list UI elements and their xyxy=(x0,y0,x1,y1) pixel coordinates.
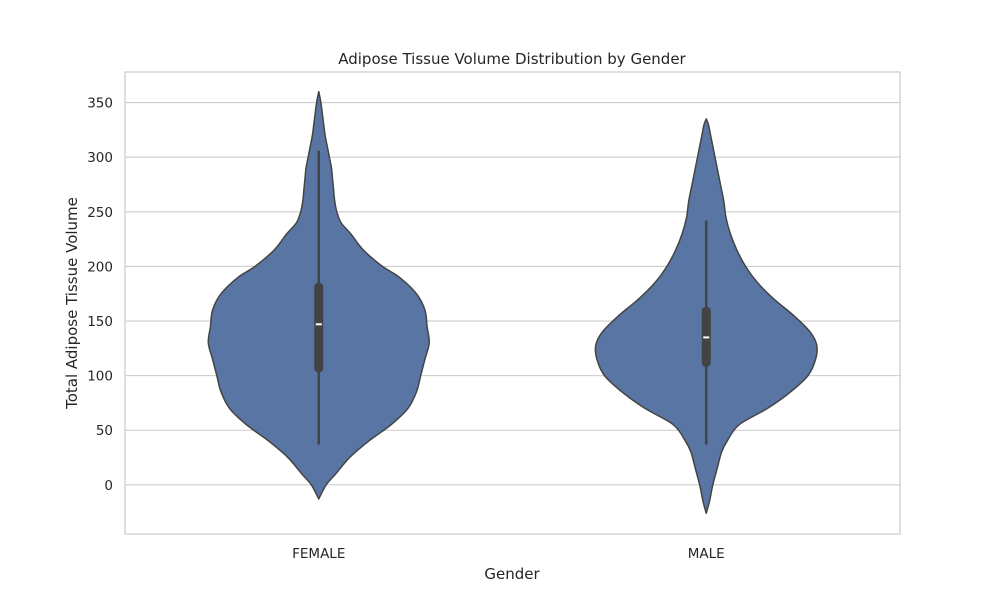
violins xyxy=(207,90,818,514)
iqr-box xyxy=(314,282,324,373)
x-tick-label: MALE xyxy=(688,546,725,562)
x-tick-labels: FEMALE MALE xyxy=(292,546,725,562)
y-axis-label: Total Adipose Tissue Volume xyxy=(63,197,81,410)
y-tick-label: 200 xyxy=(87,259,113,275)
x-tick-label: FEMALE xyxy=(292,546,345,562)
plot-frame xyxy=(124,71,901,535)
y-tick-label: 100 xyxy=(87,369,113,385)
y-tick-label: 0 xyxy=(104,478,113,494)
y-tick-label: 50 xyxy=(96,423,113,439)
y-tick-labels: 0 50 100 150 200 250 300 350 xyxy=(87,96,113,494)
chart-title: Adipose Tissue Volume Distribution by Ge… xyxy=(338,50,686,68)
y-tick-label: 250 xyxy=(87,205,113,221)
y-tick-label: 350 xyxy=(87,96,113,112)
y-tick-label: 300 xyxy=(87,150,113,166)
y-tick-label: 150 xyxy=(87,314,113,330)
x-axis-label: Gender xyxy=(484,565,540,583)
